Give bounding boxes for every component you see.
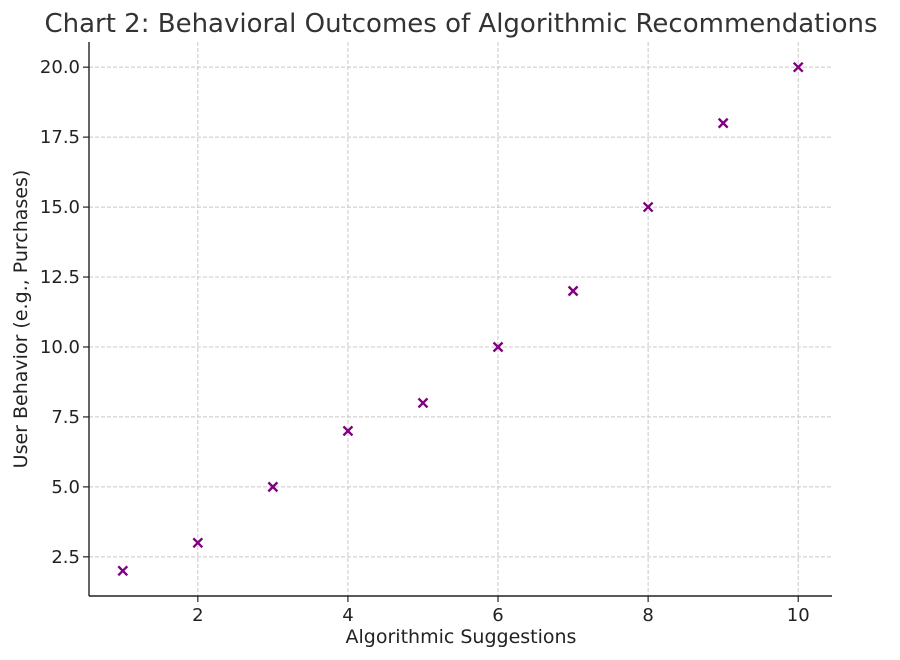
y-tick-label: 7.5 xyxy=(51,407,80,428)
data-point xyxy=(567,285,579,297)
y-tick-label: 17.5 xyxy=(40,127,80,148)
x-tick-label: 10 xyxy=(787,605,810,626)
x-tick-label: 2 xyxy=(192,605,203,626)
data-point xyxy=(342,425,354,437)
data-points xyxy=(117,61,804,577)
axis-spines xyxy=(88,42,832,597)
chart-title: Chart 2: Behavioral Outcomes of Algorith… xyxy=(44,9,877,39)
y-axis-label: User Behavior (e.g., Purchases) xyxy=(10,170,32,469)
y-tick-label: 5.0 xyxy=(51,477,80,498)
x-tick-label: 4 xyxy=(342,605,353,626)
y-tick-label: 2.5 xyxy=(51,547,80,568)
y-tick-label: 10.0 xyxy=(40,337,80,358)
data-point xyxy=(117,565,129,577)
x-axis-label: Algorithmic Suggestions xyxy=(346,626,577,648)
x-tick-label: 8 xyxy=(642,605,653,626)
data-point xyxy=(417,397,429,409)
data-point xyxy=(192,537,204,549)
data-point xyxy=(492,341,504,353)
data-point xyxy=(792,61,804,73)
y-axis-ticks: 2.5 5.0 7.5 10.0 12.5 15.0 17.5 20.0 xyxy=(40,57,89,568)
y-tick-label: 15.0 xyxy=(40,197,80,218)
data-point xyxy=(267,481,279,493)
x-axis-ticks: 2 4 6 8 10 xyxy=(192,596,810,626)
x-tick-label: 6 xyxy=(492,605,503,626)
grid-lines xyxy=(89,42,832,596)
data-point xyxy=(717,117,729,129)
y-tick-label: 12.5 xyxy=(40,267,80,288)
y-tick-label: 20.0 xyxy=(40,57,80,78)
data-point xyxy=(642,201,654,213)
